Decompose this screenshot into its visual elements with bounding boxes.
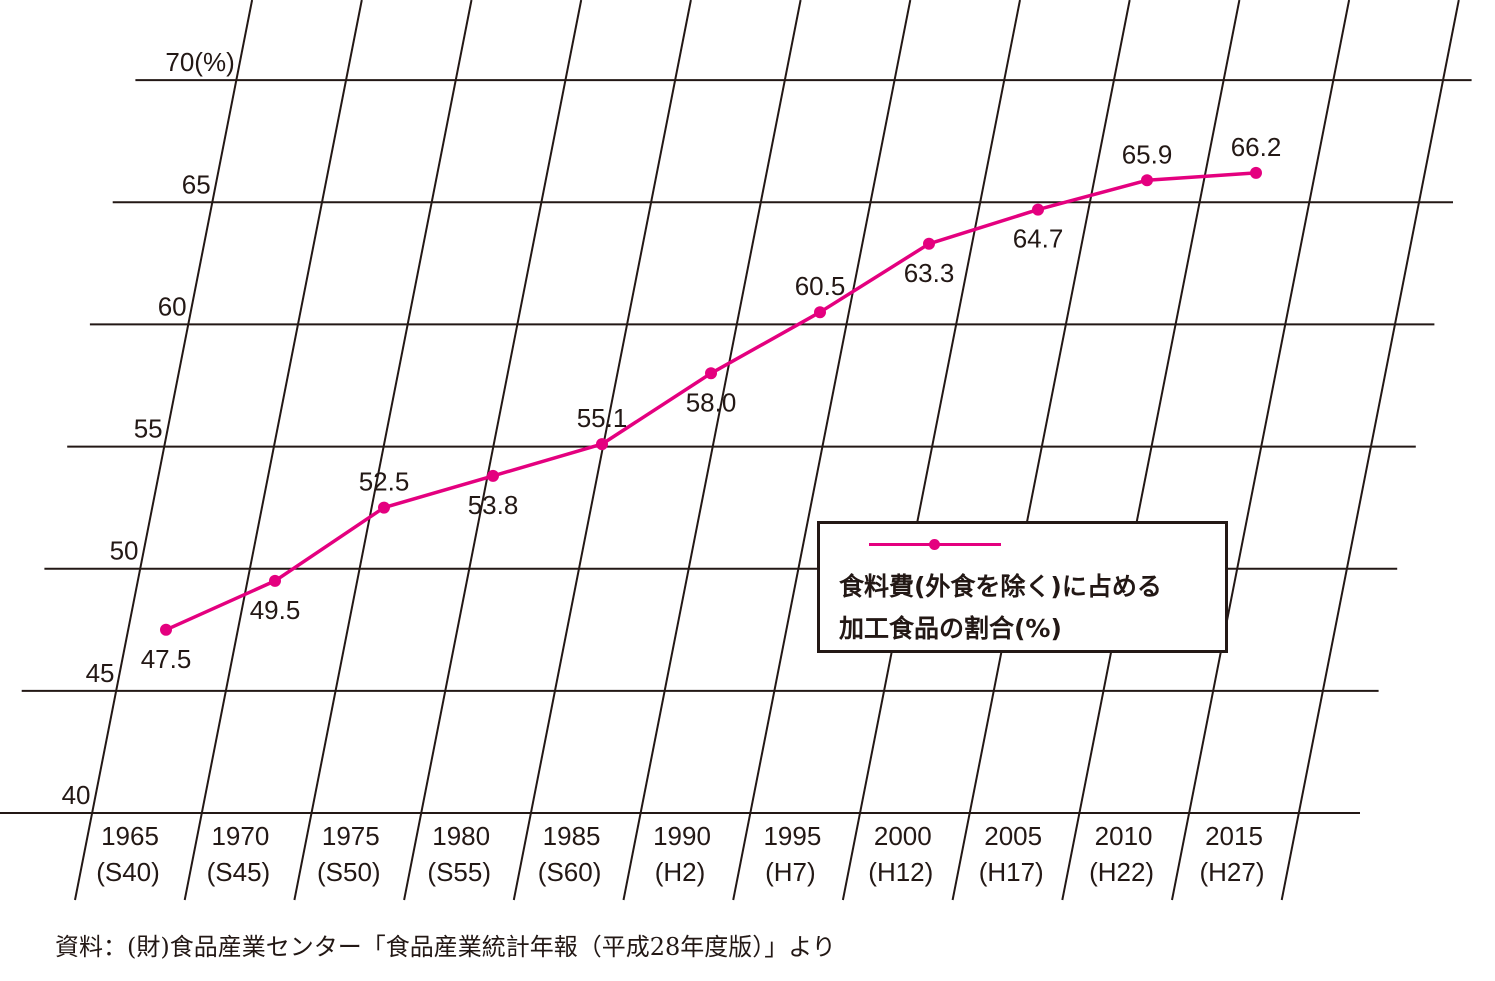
data-label: 53.8: [468, 490, 519, 520]
slanted-gridline: [74, 0, 254, 901]
data-label: 52.5: [359, 467, 410, 497]
slanted-gridline: [1171, 0, 1351, 901]
data-label: 55.1: [577, 403, 628, 433]
x-tick-label: 1985: [543, 821, 601, 851]
data-point: [923, 237, 935, 250]
slanted-gridline: [951, 0, 1131, 901]
x-tick-sublabel: (H22): [1089, 857, 1154, 887]
data-point: [705, 367, 717, 380]
data-label: 47.5: [141, 644, 192, 674]
slanted-gridline: [841, 0, 1021, 901]
data-point: [378, 501, 390, 514]
x-tick-label: 1970: [211, 821, 269, 851]
slanted-gridline: [183, 0, 363, 901]
x-tick-label: 2000: [874, 821, 932, 851]
horizontal-grid: [0, 79, 1472, 814]
x-tick-sublabel: (S60): [538, 857, 602, 887]
data-label: 64.7: [1013, 224, 1064, 254]
x-axis-ticks: 1965 (S40) 1970 (S45) 1975 (S50) 1980 (S55) 1985…: [96, 821, 1264, 887]
x-tick-label: 1965: [101, 821, 159, 851]
slanted-gridline: [622, 0, 802, 901]
x-tick-sublabel: (H17): [979, 857, 1044, 887]
x-tick-label: 1975: [322, 821, 380, 851]
x-tick-label: 2005: [984, 821, 1042, 851]
slanted-gridline: [1280, 0, 1460, 901]
data-point: [1141, 174, 1153, 187]
data-point: [269, 574, 281, 587]
data-label: 66.2: [1231, 132, 1282, 162]
slanted-gridline: [403, 0, 583, 901]
x-tick-sublabel: (S50): [317, 857, 381, 887]
x-tick-label: 1995: [763, 821, 821, 851]
data-label: 60.5: [795, 271, 846, 301]
data-point: [814, 306, 826, 319]
y-tick-label: 50: [110, 536, 139, 566]
data-label: 63.3: [904, 258, 955, 288]
data-point: [160, 623, 172, 636]
x-tick-sublabel: (S40): [96, 857, 160, 887]
slanted-gridline: [732, 0, 912, 901]
data-point: [596, 438, 608, 451]
y-tick-label: 70(%): [165, 47, 234, 77]
slanted-gridline: [1061, 0, 1241, 901]
x-tick-sublabel: (H7): [765, 857, 816, 887]
x-tick-sublabel: (H12): [868, 857, 933, 887]
y-tick-label: 45: [86, 658, 115, 688]
series-line-group: [160, 166, 1262, 636]
slanted-grid: [74, 0, 1460, 901]
source-note: 資料：(財)食品産業センター「食品産業統計年報（平成28年度版）」より: [55, 933, 836, 961]
slanted-gridline: [293, 0, 473, 901]
y-tick-label: 55: [134, 414, 163, 444]
legend-label-line-2: 加工食品の割合(%): [839, 614, 1062, 643]
x-tick-sublabel: (S55): [427, 857, 491, 887]
x-tick-sublabel: (H2): [655, 857, 706, 887]
data-label: 65.9: [1122, 139, 1173, 169]
data-labels: 47.5 49.5 52.5 53.8 55.1 58.0 60.5 63.3 64.7 65.9…: [141, 132, 1282, 674]
y-tick-label: 40: [62, 780, 91, 810]
data-point: [1250, 166, 1262, 179]
data-label: 58.0: [686, 387, 737, 417]
y-tick-label: 60: [158, 291, 187, 321]
legend: 食料費(外食を除く)に占める 加工食品の割合(%): [817, 521, 1228, 653]
x-tick-sublabel: (S45): [207, 857, 271, 887]
data-point: [487, 469, 499, 482]
data-point: [1032, 203, 1044, 216]
legend-label: 食料費(外食を除く)に占める 加工食品の割合(%): [839, 566, 1219, 650]
legend-label-line-1: 食料費(外食を除く)に占める: [839, 572, 1162, 601]
y-axis-ticks: 40 45 50 55 60 65 70(%): [62, 47, 235, 810]
data-label: 49.5: [250, 595, 301, 625]
legend-marker-swatch: [929, 539, 940, 550]
x-tick-label: 1980: [432, 821, 490, 851]
x-tick-label: 1990: [653, 821, 711, 851]
x-tick-label: 2010: [1095, 821, 1153, 851]
x-tick-sublabel: (H27): [1199, 857, 1264, 887]
x-tick-label: 2015: [1205, 821, 1263, 851]
y-tick-label: 65: [182, 169, 211, 199]
